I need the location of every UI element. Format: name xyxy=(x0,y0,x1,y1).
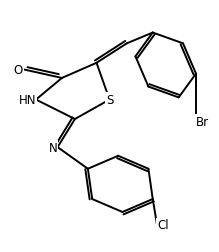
Text: O: O xyxy=(14,64,23,76)
Text: Cl: Cl xyxy=(157,218,169,232)
Text: S: S xyxy=(106,94,113,107)
Text: HN: HN xyxy=(18,94,36,107)
Text: N: N xyxy=(49,141,58,154)
Text: Br: Br xyxy=(196,115,209,128)
